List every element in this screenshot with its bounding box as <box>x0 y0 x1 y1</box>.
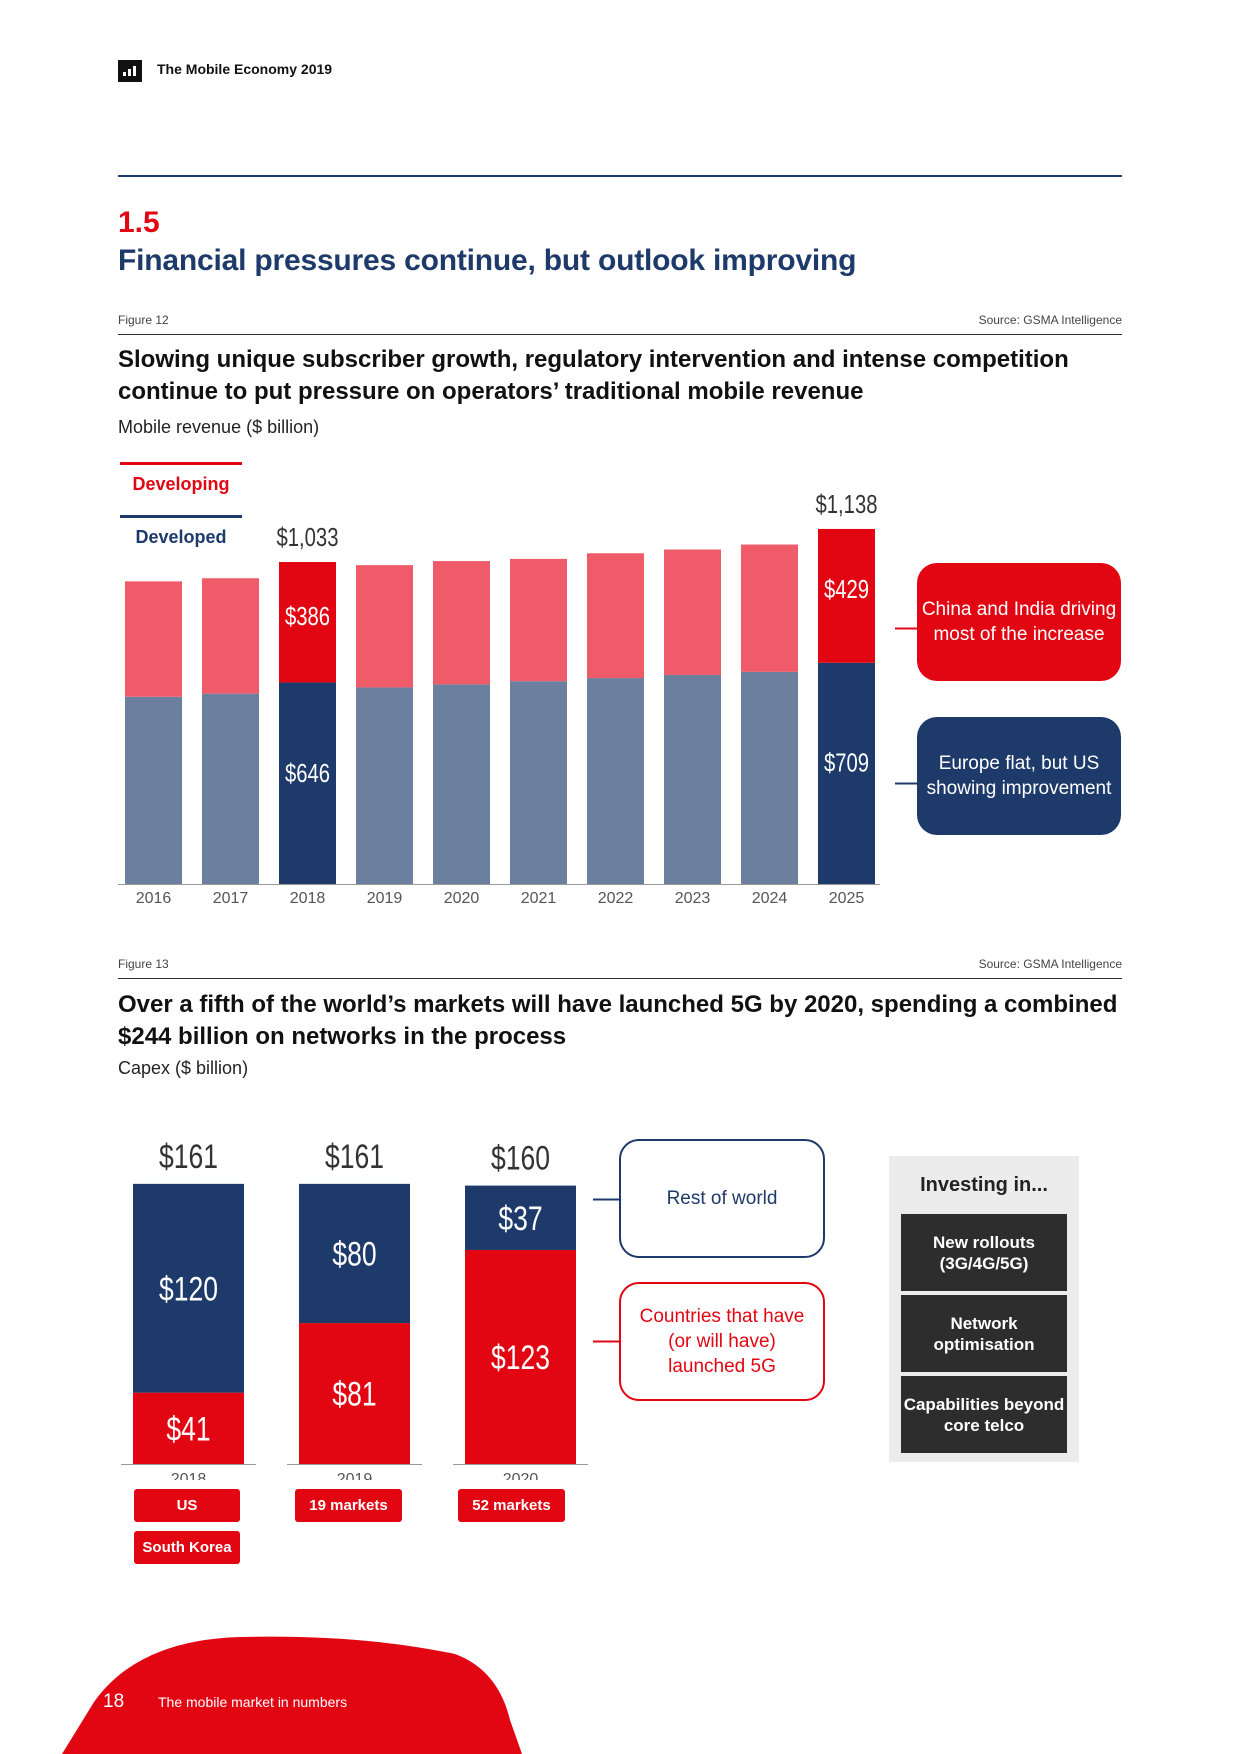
bar-rest-2020 <box>465 1185 576 1250</box>
revenue-chart: 2016 2017 $646 $386 $1,033 2018 2019 2020 2021 20… <box>118 490 917 907</box>
figure13-title: Over a fifth of the world’s markets will… <box>118 991 1118 1050</box>
x-tick-2023: 2023 <box>675 890 711 907</box>
figure12-title: Slowing unique subscriber growth, regula… <box>118 346 1069 405</box>
x-tick-capex-2018: 2018 <box>171 1471 207 1480</box>
document-title: The Mobile Economy 2019 <box>157 61 333 77</box>
label-total-2019: $161 <box>325 1138 384 1176</box>
gsma-logo <box>118 60 142 82</box>
figure12-label: Figure 12 <box>118 313 169 327</box>
legend-developed: Developed <box>120 515 242 548</box>
figure12-rule <box>118 334 1122 335</box>
label-developing-2018: $386 <box>285 602 330 631</box>
bar-developing-2024 <box>741 544 798 672</box>
bar-developing-2025 <box>818 528 875 663</box>
bar-developed-2023 <box>664 674 721 884</box>
label-developing-2025: $429 <box>824 575 869 604</box>
label-total-2018: $161 <box>159 1138 218 1176</box>
market-tag-19-markets: 19 markets <box>295 1489 402 1522</box>
top-divider <box>118 175 1122 177</box>
bar-developing-2022 <box>587 553 644 679</box>
label-5g-2019: $81 <box>332 1375 376 1413</box>
x-tick-capex-2019: 2019 <box>337 1471 373 1480</box>
bar-developed-2018 <box>279 682 336 884</box>
figure13-source: Source: GSMA Intelligence <box>978 957 1122 971</box>
figure13-label: Figure 13 <box>118 957 169 971</box>
bar-developed-2016 <box>125 696 182 884</box>
x-tick-2025: 2025 <box>829 890 865 907</box>
callout-rest-of-world: Rest of world <box>619 1139 825 1258</box>
callout-china-india: China and India driving most of the incr… <box>917 563 1121 681</box>
investing-new-rollouts: New rollouts (3G/4G/5G) <box>901 1214 1067 1291</box>
bar-5g-2018 <box>133 1392 244 1464</box>
x-tick-2017: 2017 <box>213 890 249 907</box>
market-tag-us: US <box>134 1489 240 1522</box>
bar-developing-2023 <box>664 549 721 675</box>
figure12-source: Source: GSMA Intelligence <box>978 313 1122 327</box>
bar-rest-2019 <box>299 1183 410 1324</box>
figure13-subtitle: Capex ($ billion) <box>118 1058 249 1078</box>
figure13-rule <box>118 978 1122 979</box>
x-tick-2022: 2022 <box>598 890 634 907</box>
bar-5g-2019 <box>299 1323 410 1464</box>
bar-developed-2017 <box>202 693 259 884</box>
section-title: Financial pressures continue, but outloo… <box>118 244 857 277</box>
label-total-2020: $160 <box>491 1139 550 1177</box>
figure12-subtitle: Mobile revenue ($ billion) <box>118 417 320 437</box>
bar-developed-2022 <box>587 678 644 884</box>
investing-title: Investing in... <box>920 1174 1048 1196</box>
bar-developing-2019 <box>356 565 413 688</box>
label-5g-2020: $123 <box>491 1339 550 1377</box>
bar-developing-2017 <box>202 578 259 694</box>
callout-europe-us: Europe flat, but US showing improvement <box>917 717 1121 835</box>
bar-5g-2020 <box>465 1249 576 1464</box>
footer-section: The mobile market in numbers <box>158 1694 348 1710</box>
section-number: 1.5 <box>118 206 160 239</box>
callout-5g-countries: Countries that have (or will have) launc… <box>619 1282 825 1401</box>
bar-developed-2024 <box>741 671 798 884</box>
capex-chart: $41 $120 $161 2018 $81 $80 $161 2019 $123 $37 $160… <box>121 1138 619 1480</box>
bar-developed-2020 <box>433 684 490 884</box>
market-tag-south-korea: South Korea <box>134 1531 240 1564</box>
investing-network-optimisation: Network optimisation <box>901 1295 1067 1372</box>
bar-developing-2020 <box>433 561 490 685</box>
label-developed-2018: $646 <box>285 759 330 788</box>
page-number: 18 <box>103 1691 125 1712</box>
label-rest-2018: $120 <box>159 1270 218 1308</box>
market-tag-52-markets: 52 markets <box>458 1489 565 1522</box>
bar-developing-2018 <box>279 562 336 683</box>
bar-developing-2021 <box>510 558 567 682</box>
label-rest-2020: $37 <box>498 1200 542 1238</box>
x-tick-2018: 2018 <box>290 890 326 907</box>
x-tick-2019: 2019 <box>367 890 403 907</box>
investing-capabilities: Capabilities beyond core telco <box>901 1376 1067 1453</box>
x-tick-2020: 2020 <box>444 890 480 907</box>
bar-developing-2016 <box>125 581 182 697</box>
x-tick-2024: 2024 <box>752 890 788 907</box>
bar-developed-2019 <box>356 687 413 884</box>
investing-panel: Investing in... New rollouts (3G/4G/5G) … <box>889 1156 1079 1462</box>
label-rest-2019: $80 <box>332 1235 376 1273</box>
label-developed-2025: $709 <box>824 748 869 777</box>
legend-developing: Developing <box>120 462 242 495</box>
label-total-2018: $1,033 <box>277 523 339 552</box>
label-total-2025: $1,138 <box>816 490 878 519</box>
footer-shape <box>0 1636 522 1754</box>
x-tick-2016: 2016 <box>136 890 172 907</box>
bar-rest-2018 <box>133 1183 244 1393</box>
bar-developed-2021 <box>510 681 567 884</box>
x-tick-2021: 2021 <box>521 890 557 907</box>
x-tick-capex-2020: 2020 <box>503 1471 539 1480</box>
label-5g-2018: $41 <box>166 1410 210 1448</box>
bar-developed-2025 <box>818 662 875 884</box>
